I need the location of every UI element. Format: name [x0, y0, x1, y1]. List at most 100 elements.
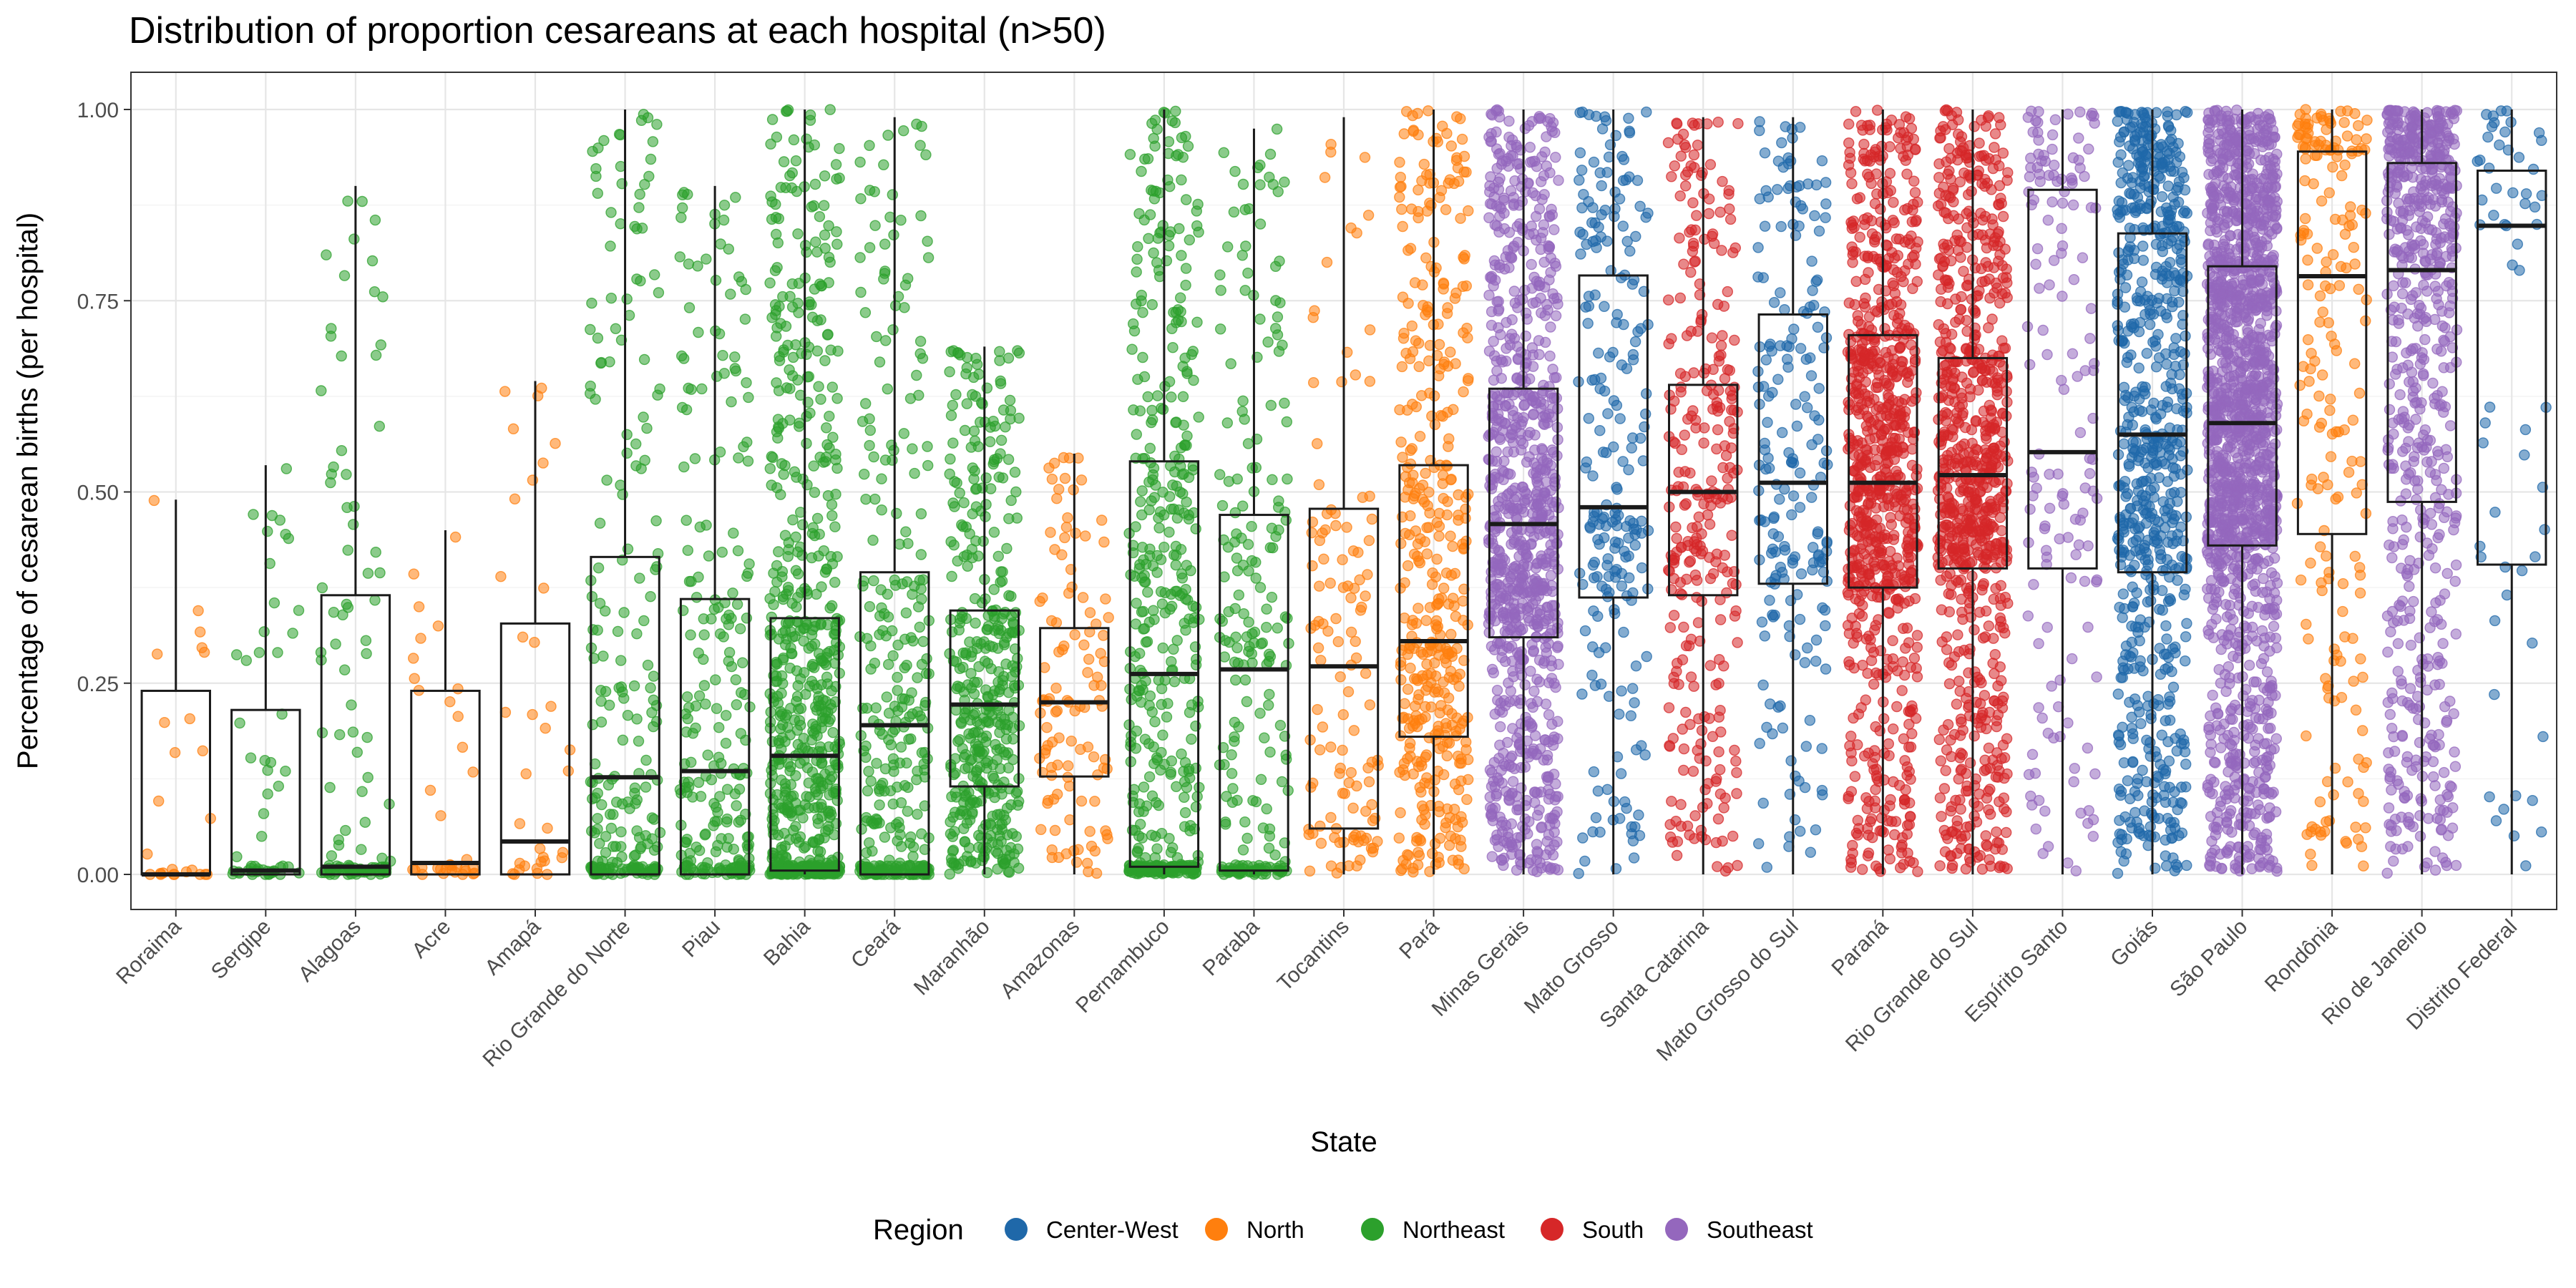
data-point — [452, 683, 464, 695]
data-point — [1599, 301, 1610, 312]
data-point — [902, 781, 914, 794]
data-point — [638, 353, 650, 366]
data-point — [1142, 586, 1153, 598]
data-point — [914, 621, 926, 633]
data-point — [1246, 521, 1257, 532]
data-point — [1599, 205, 1611, 216]
data-point — [955, 681, 966, 693]
data-point — [1491, 365, 1503, 377]
data-point — [1279, 176, 1290, 188]
data-point — [1528, 686, 1540, 697]
data-point — [1672, 836, 1684, 847]
data-point — [960, 649, 972, 660]
data-point — [991, 754, 1003, 766]
data-point — [1395, 171, 1407, 183]
data-point — [612, 625, 624, 638]
data-point — [1075, 743, 1086, 756]
data-point — [806, 629, 818, 640]
data-point — [690, 722, 701, 734]
data-point — [1702, 509, 1714, 521]
data-point — [992, 550, 1005, 562]
data-point — [1532, 621, 1544, 633]
data-point — [1246, 657, 1258, 669]
data-point — [1176, 469, 1189, 480]
data-point — [1181, 497, 1192, 508]
data-point — [1143, 616, 1156, 628]
data-point — [784, 364, 795, 376]
data-point — [1362, 210, 1375, 221]
data-point — [995, 378, 1007, 389]
data-point — [1631, 175, 1644, 186]
data-point — [1185, 565, 1196, 577]
data-point — [1500, 819, 1512, 831]
data-point — [148, 494, 160, 507]
data-point — [1089, 796, 1101, 807]
data-point — [723, 619, 734, 630]
data-point — [1506, 836, 1517, 849]
data-point — [778, 156, 790, 167]
data-point — [1531, 673, 1543, 685]
data-point — [915, 210, 927, 222]
data-point — [1433, 530, 1445, 542]
data-point — [1163, 832, 1175, 844]
data-point — [1511, 491, 1522, 502]
data-point — [791, 185, 803, 197]
data-point — [809, 487, 821, 498]
data-point — [1013, 796, 1025, 807]
data-point — [1516, 718, 1527, 730]
data-point — [1254, 159, 1266, 171]
data-point — [649, 269, 660, 280]
data-point — [786, 648, 798, 660]
data-point — [1433, 852, 1444, 863]
data-point — [1273, 346, 1285, 357]
data-point — [1666, 584, 1677, 595]
data-point — [811, 512, 824, 525]
data-point — [1395, 436, 1407, 448]
data-point — [1426, 410, 1438, 422]
data-point — [1493, 567, 1505, 578]
data-point — [1051, 705, 1063, 716]
data-point — [647, 136, 659, 147]
data-point — [1588, 572, 1600, 584]
data-point — [1070, 527, 1081, 539]
data-point — [1460, 743, 1472, 756]
data-point — [1718, 660, 1729, 672]
data-point — [1536, 307, 1547, 318]
data-point — [1519, 542, 1531, 554]
data-point — [806, 311, 819, 323]
data-point — [1546, 444, 1558, 456]
data-point — [740, 283, 751, 296]
data-point — [1008, 857, 1020, 868]
data-point — [868, 575, 879, 587]
data-point — [1524, 426, 1536, 438]
data-point — [1671, 849, 1683, 862]
data-point — [1630, 660, 1642, 672]
data-point — [1180, 130, 1191, 142]
data-point — [1214, 269, 1226, 280]
data-point — [816, 758, 827, 770]
data-point — [1458, 150, 1470, 162]
data-point — [954, 487, 965, 499]
data-point — [333, 834, 344, 846]
data-point — [1786, 509, 1797, 521]
data-point — [819, 355, 831, 366]
data-point — [821, 422, 832, 434]
data-point — [1415, 390, 1428, 401]
data-point — [348, 519, 359, 530]
data-point — [778, 469, 789, 480]
data-point — [346, 699, 357, 711]
data-point — [1519, 569, 1531, 580]
data-point — [1274, 720, 1287, 731]
data-point — [1669, 160, 1681, 172]
data-point — [1542, 116, 1553, 127]
data-point — [914, 140, 926, 151]
data-point — [901, 576, 913, 587]
data-point — [1441, 127, 1453, 140]
data-point — [1264, 688, 1275, 701]
data-point — [741, 840, 753, 852]
data-point — [743, 391, 754, 404]
data-point — [1083, 653, 1095, 665]
data-point — [1405, 444, 1416, 457]
data-point — [834, 142, 845, 155]
data-point — [1533, 203, 1546, 215]
